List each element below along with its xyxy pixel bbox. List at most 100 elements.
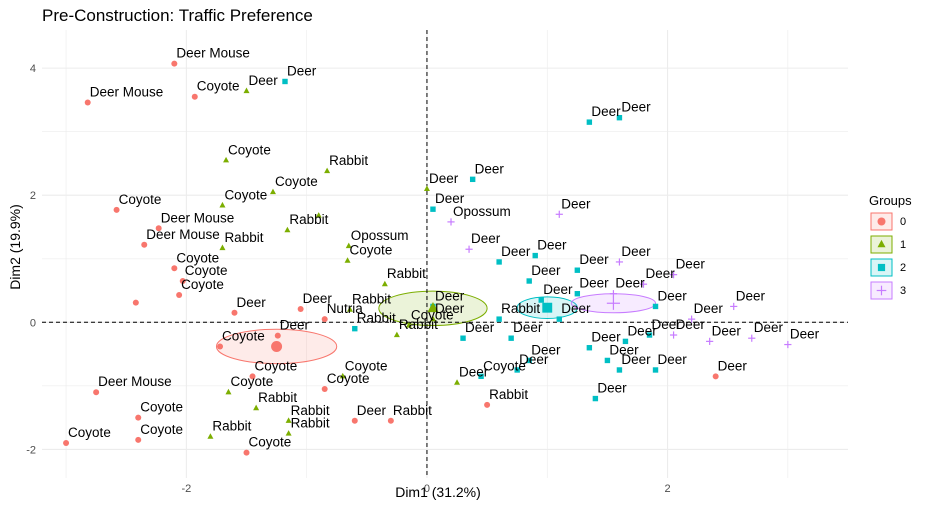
data-point [496,316,502,322]
legend-key-marker [877,239,886,248]
point-label: Deer [591,104,621,119]
data-point [429,315,436,322]
point-label: Coyote [249,435,292,450]
point-label: Deer [435,288,465,303]
data-point [405,322,412,328]
point-label: Deer [561,301,591,316]
data-point [586,119,593,125]
point-label: Opossum [453,204,511,219]
data-point [132,299,139,306]
point-label: Rabbit [224,230,263,245]
data-point [706,337,714,345]
data-point [526,278,532,284]
data-point [324,167,331,174]
point-label: Rabbit [489,387,528,402]
point-label: Deer Mouse [90,84,164,99]
data-point [217,343,224,350]
point-label: Deer [531,263,561,278]
data-point [496,259,502,265]
point-label: Deer [429,171,459,186]
point-label: Deer [621,244,651,259]
point-label: Deer Mouse [176,46,250,61]
data-point [321,316,328,323]
data-point [652,367,659,373]
point-label: Deer [579,252,609,267]
data-point [284,226,291,233]
point-label: Deer [694,301,724,316]
point-label: Deer [591,330,621,345]
point-label: Coyote [411,307,454,322]
data-point [315,212,322,218]
point-label: Deer Mouse [146,227,220,242]
point-label: Deer [531,342,561,357]
data-point [253,404,260,411]
point-label: Coyote [140,400,183,415]
point-label: Coyote [68,425,111,440]
data-point [532,252,538,259]
data-point [171,60,178,67]
point-label: Deer [621,100,651,115]
data-point [135,436,142,443]
point-label: Rabbit [357,311,396,326]
point-label: Coyote [255,358,298,373]
data-point [447,218,455,226]
point-label: Deer [287,63,317,78]
data-point [730,302,738,311]
point-label: Deer [676,317,706,332]
data-point [430,206,436,212]
x-tick-label: 2 [664,483,670,495]
point-label: Deer [236,295,266,310]
legend-item-3: 3 [870,281,906,300]
data-point [155,225,162,232]
data-point [285,417,292,423]
data-point [616,114,623,121]
data-point [688,315,696,323]
point-label: Rabbit [291,403,330,418]
point-label: Opossum [351,228,409,243]
data-point [460,335,466,341]
data-point [344,257,351,263]
point-label: Rabbit [393,403,432,418]
point-label: Coyote [228,142,271,157]
data-point [339,372,346,379]
group-mean-point [542,302,553,313]
point-label: Deer [579,276,609,291]
data-point [63,440,70,447]
point-label: Deer [658,288,688,303]
data-point [282,78,288,85]
data-point [243,449,250,456]
x-axis-title: Dim1 (31.2%) [395,484,481,500]
point-label: Deer [627,323,657,338]
point-label: Deer [519,352,549,367]
data-points [63,60,792,456]
point-label: Deer Mouse [98,374,172,389]
data-point [285,430,292,436]
point-label: Deer [357,403,387,418]
point-label: Deer [513,320,543,335]
point-label: Deer [597,381,627,396]
data-point [219,201,226,208]
point-label: Deer [615,276,645,291]
point-label: Deer [754,320,784,335]
data-point [574,291,581,297]
legend: Groups 0 1 2 3 [869,193,912,300]
data-point [454,379,461,385]
data-point [609,290,618,298]
data-point [219,244,226,251]
data-point [538,297,544,303]
data-point [652,303,659,310]
data-point [225,388,232,395]
y-tick-label: 4 [30,63,36,75]
legend-item-0: 0 [870,212,906,231]
data-point [176,291,183,298]
data-point [478,373,484,380]
point-label: Nutria [327,301,364,316]
point-label: Deer [658,352,688,367]
point-label: Deer [459,365,489,380]
data-point [297,305,304,312]
group-mean-point [427,302,439,313]
data-point [646,332,653,338]
data-point [526,357,532,364]
point-label: Coyote [140,422,183,437]
point-label: Rabbit [289,212,328,227]
